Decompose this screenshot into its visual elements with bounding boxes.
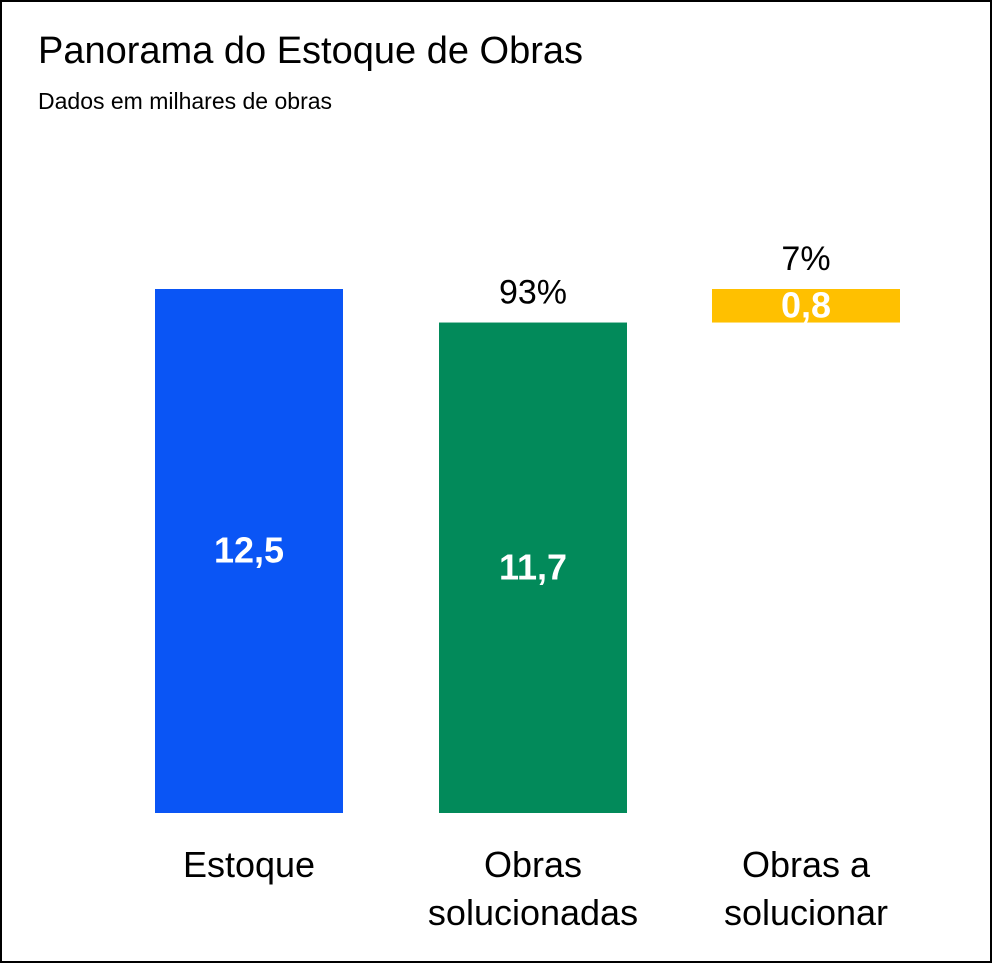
chart-title: Panorama do Estoque de Obras xyxy=(38,30,584,72)
bar xyxy=(439,322,627,813)
value-label: 12,5 xyxy=(214,530,284,571)
bar xyxy=(155,289,343,813)
chart-subtitle: Dados em milhares de obras xyxy=(38,88,333,114)
share-label: 93% xyxy=(499,274,567,312)
bar xyxy=(712,289,900,323)
x-tick-label: Obras a solucionar xyxy=(723,844,889,933)
share-label: 7% xyxy=(781,240,830,278)
value-label: 0,8 xyxy=(781,284,831,325)
value-label: 11,7 xyxy=(499,546,567,587)
x-tick-label: Obras solucionadas xyxy=(427,844,639,933)
x-tick-label: Estoque xyxy=(182,844,316,885)
